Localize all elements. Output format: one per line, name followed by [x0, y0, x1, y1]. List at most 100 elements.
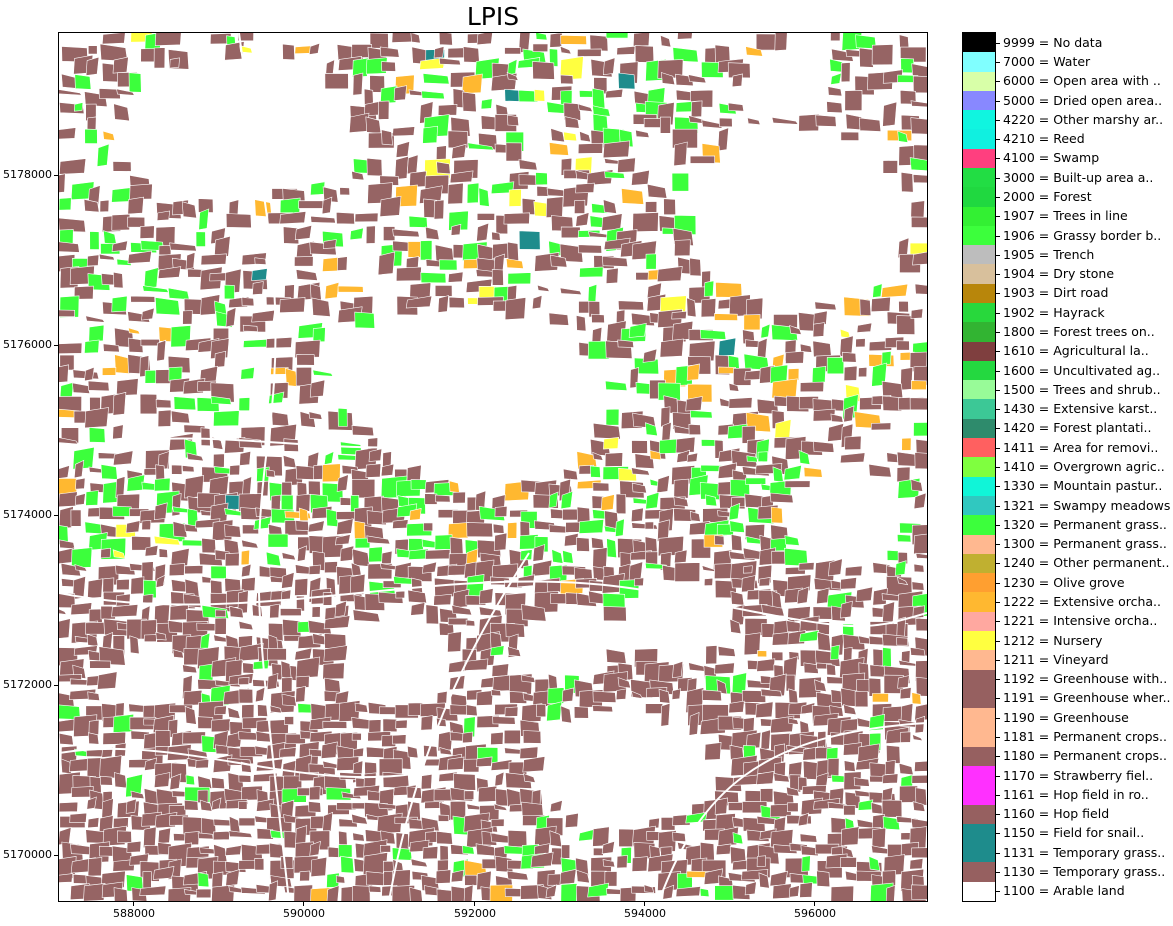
legend-tick — [996, 525, 1000, 526]
parcel — [115, 702, 125, 717]
parcel — [88, 324, 105, 342]
parcel — [213, 818, 233, 827]
legend-label: 1130 = Temporary grass.. — [1003, 864, 1166, 879]
parcel — [741, 690, 767, 703]
parcel — [828, 558, 843, 577]
parcel — [728, 700, 745, 714]
legend-tick — [996, 833, 1000, 834]
parcel — [214, 609, 227, 618]
parcel — [155, 631, 167, 641]
parcel — [784, 535, 800, 546]
parcel — [881, 786, 894, 801]
parcel — [741, 575, 756, 593]
parcel — [546, 701, 563, 722]
parcel — [433, 593, 452, 606]
parcel — [631, 440, 648, 454]
parcel — [72, 382, 91, 394]
legend-swatch — [963, 438, 995, 458]
parcel — [352, 609, 381, 623]
parcel — [214, 350, 227, 368]
parcel — [882, 101, 898, 127]
parcel — [757, 650, 768, 658]
parcel — [409, 170, 427, 188]
parcel — [844, 565, 863, 577]
parcel — [116, 258, 132, 266]
parcel — [71, 547, 93, 569]
legend-label: 1150 = Field for snail.. — [1003, 825, 1145, 840]
legend-tick — [996, 621, 1000, 622]
parcel — [520, 549, 533, 561]
parcel — [463, 884, 474, 901]
parcel — [112, 859, 136, 872]
parcel — [434, 534, 453, 550]
parcel — [827, 86, 843, 97]
parcel — [242, 338, 269, 348]
parcel — [604, 871, 618, 887]
parcel — [349, 227, 364, 241]
parcel — [433, 199, 445, 220]
parcel — [380, 85, 398, 104]
parcel — [167, 287, 190, 300]
legend-label: 1100 = Arable land — [1003, 883, 1125, 898]
parcel — [844, 435, 862, 451]
parcel — [352, 548, 371, 567]
parcel — [294, 564, 312, 575]
parcel — [644, 521, 654, 530]
parcel — [714, 535, 725, 546]
parcel — [769, 870, 788, 887]
y-tick-mark — [54, 515, 58, 516]
parcel — [113, 887, 128, 901]
parcel — [689, 510, 701, 522]
parcel — [660, 34, 672, 48]
parcel — [671, 172, 690, 192]
parcel — [225, 307, 237, 328]
parcel — [420, 715, 434, 731]
parcel — [699, 329, 727, 340]
parcel — [732, 831, 744, 845]
parcel — [308, 42, 321, 55]
parcel — [59, 732, 74, 746]
parcel — [494, 505, 508, 518]
parcel — [155, 398, 172, 409]
parcel — [115, 593, 131, 607]
parcel — [59, 89, 83, 96]
legend-label: 1902 = Hayrack — [1003, 305, 1105, 320]
parcel — [309, 840, 321, 857]
parcel — [322, 592, 333, 606]
parcel — [605, 88, 624, 99]
parcel — [265, 551, 282, 567]
parcel — [897, 130, 909, 143]
parcel — [564, 812, 579, 828]
parcel — [896, 466, 911, 483]
parcel — [210, 395, 232, 405]
parcel — [536, 284, 550, 292]
parcel — [910, 478, 924, 492]
parcel — [701, 119, 723, 129]
parcel — [153, 502, 168, 521]
legend-label: 7000 = Water — [1003, 54, 1091, 69]
parcel — [213, 410, 240, 427]
parcel — [602, 199, 617, 214]
parcel — [395, 266, 422, 282]
parcel — [339, 545, 355, 562]
parcel — [882, 395, 903, 412]
parcel — [181, 539, 205, 547]
legend-swatch — [963, 765, 995, 786]
parcel — [732, 774, 759, 786]
parcel — [632, 212, 659, 233]
legend-swatch — [963, 843, 995, 863]
parcel — [295, 656, 321, 679]
parcel — [882, 160, 898, 174]
parcel — [182, 664, 198, 674]
parcel — [324, 281, 340, 300]
parcel — [463, 790, 475, 800]
parcel — [309, 785, 321, 801]
parcel — [419, 57, 446, 70]
parcel — [789, 325, 802, 335]
parcel — [200, 253, 227, 266]
parcel — [562, 549, 574, 564]
parcel — [573, 706, 589, 719]
legend-tick — [996, 313, 1000, 314]
parcel — [312, 369, 334, 377]
parcel — [731, 497, 746, 508]
